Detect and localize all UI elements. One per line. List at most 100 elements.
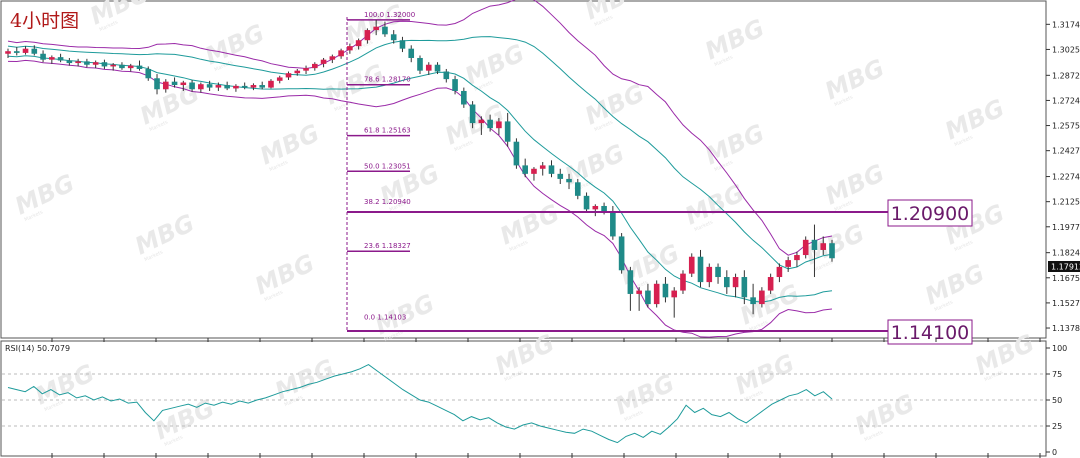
price-tick-label: 1.13785: [1052, 324, 1080, 333]
candle: [390, 30, 397, 44]
fib-level-label: 23.6 1.18327: [364, 242, 411, 250]
candle: [250, 83, 257, 91]
candle: [425, 62, 432, 75]
candle: [566, 173, 572, 190]
rsi-axis: 100 75 50 25 0: [1046, 344, 1067, 457]
inner-lower-band: [7, 55, 833, 303]
price-tick-label: 1.16755: [1052, 274, 1080, 283]
candle: [750, 283, 756, 315]
candle: [452, 75, 458, 95]
fib-level-label: 50.0 1.23051: [364, 162, 411, 170]
candle: [539, 162, 546, 176]
candle: [180, 80, 187, 91]
price-tick-label: 1.19770: [1052, 223, 1080, 232]
candle: [338, 48, 344, 59]
lower-level-label: 1.14100: [891, 322, 970, 344]
candle: [198, 82, 204, 93]
candle: [66, 57, 73, 66]
candle: [215, 82, 222, 91]
candle: [548, 160, 555, 178]
inner-upper-band: [7, 36, 833, 270]
candlestick-series: [5, 19, 835, 318]
candle: [785, 256, 791, 272]
candle: [189, 79, 195, 92]
fibonacci-levels: 100.0 1.32000 78.6 1.28170 61.8 1.25163 50.…: [347, 11, 415, 322]
candle: [461, 87, 467, 108]
candle: [276, 75, 283, 84]
candle: [75, 58, 81, 67]
candle: [364, 28, 371, 44]
candle: [688, 253, 695, 278]
candle: [487, 114, 493, 132]
price-tick-label: 1.24270: [1052, 147, 1080, 156]
candle: [110, 63, 116, 71]
candle: [829, 239, 835, 262]
candle: [767, 273, 774, 294]
candle: [417, 55, 423, 75]
fib-level-label: 61.8 1.25163: [364, 127, 411, 135]
candle: [627, 266, 634, 311]
candle: [355, 38, 362, 50]
current-price: 1.17912: [1051, 263, 1080, 272]
candle: [373, 19, 379, 36]
candle: [57, 53, 64, 63]
price-tick-label: 1.31740: [1052, 20, 1080, 29]
candle: [154, 74, 160, 95]
candle: [285, 71, 292, 80]
rsi-panel-frame: [0, 340, 1047, 457]
candle: [469, 101, 476, 129]
candle: [504, 112, 511, 147]
candle: [408, 45, 415, 63]
candle: [443, 68, 450, 83]
candle: [347, 43, 353, 54]
upper-key-level: 1.20900: [347, 199, 973, 227]
candle: [653, 280, 660, 308]
candle: [478, 116, 485, 135]
lower-key-level: 1.14100: [347, 319, 973, 345]
candle: [224, 81, 230, 91]
time-axis: [51, 338, 1041, 458]
upper-level-label: 1.20900: [891, 203, 970, 225]
rsi-tick-label: 100: [1052, 344, 1067, 353]
candle: [127, 63, 134, 72]
candle: [312, 62, 318, 71]
rsi-line: [7, 364, 833, 444]
candle: [49, 55, 55, 64]
candle: [706, 263, 713, 288]
candle: [13, 46, 20, 56]
fib-level-label: 78.6 1.28170: [364, 76, 411, 84]
candle: [522, 158, 528, 178]
candle: [574, 178, 581, 200]
candle: [399, 36, 406, 53]
candle: [259, 81, 266, 90]
outer-lower-band: [7, 59, 833, 338]
candle: [645, 283, 651, 308]
candle: [583, 192, 590, 213]
price-axis: 1.31740 1.30255 1.28725 1.27240 1.25755 1.242…: [1046, 20, 1080, 333]
price-tick-label: 1.22740: [1052, 173, 1080, 182]
candle: [320, 57, 327, 68]
rsi-label: RSI(14) 50.7079: [5, 344, 70, 353]
candle: [531, 167, 537, 181]
candle: [636, 287, 642, 311]
candle: [119, 62, 125, 70]
candle: [382, 21, 388, 37]
price-tick-label: 1.15270: [1052, 299, 1080, 308]
candle: [136, 60, 143, 71]
outer-upper-band: [7, 0, 833, 256]
candle: [92, 60, 99, 69]
candle: [294, 68, 301, 76]
candle: [233, 84, 239, 92]
bollinger-bands: [7, 0, 833, 338]
candle: [724, 270, 730, 294]
candle: [802, 236, 809, 259]
rsi-tick-label: 25: [1052, 422, 1062, 431]
rsi-tick-label: 75: [1052, 370, 1062, 379]
candle: [84, 58, 90, 68]
fib-level-label: 0.0 1.14103: [364, 314, 406, 322]
rsi-tick-label: 0: [1052, 448, 1057, 457]
candle: [162, 79, 169, 93]
candle: [557, 168, 564, 184]
candle: [715, 263, 721, 284]
